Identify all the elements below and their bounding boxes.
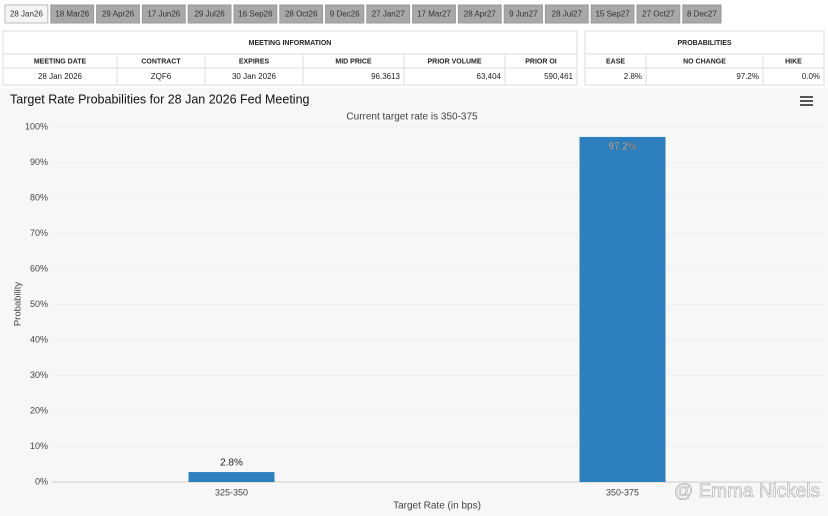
tab[interactable] <box>96 4 140 24</box>
tab[interactable] <box>636 4 681 24</box>
tab[interactable] <box>233 4 278 24</box>
y-tick-label: 70% <box>30 228 48 238</box>
tab[interactable] <box>366 4 411 24</box>
y-tick-label: 0% <box>35 476 48 486</box>
x-tick-label: 350-375 <box>606 487 639 497</box>
y-tick-label: 80% <box>30 192 48 202</box>
tab[interactable] <box>412 4 456 24</box>
tab-label[interactable]: 28 Jan26 <box>10 10 43 19</box>
column-header: CONTRACT <box>141 58 181 65</box>
tab-label[interactable]: 27 Oct27 <box>642 10 675 19</box>
table-title: PROBABILITIES <box>677 40 731 47</box>
y-tick-label: 90% <box>30 157 48 167</box>
table <box>584 30 825 86</box>
table-cell: 28 Jan 2026 <box>38 72 83 81</box>
tab-label[interactable]: 9 Dec26 <box>330 10 360 19</box>
chart-title: Target Rate Probabilities for 28 Jan 202… <box>10 92 310 106</box>
tab-label[interactable]: 28 Oct26 <box>285 10 318 19</box>
table-title: MEETING INFORMATION <box>249 40 332 47</box>
y-tick-label: 40% <box>30 334 48 344</box>
tab-label[interactable]: 15 Sep27 <box>595 10 630 19</box>
menu-line <box>800 104 813 106</box>
y-axis-label: Probability <box>13 282 24 327</box>
column-header: MID PRICE <box>335 58 372 65</box>
chart-subtitle: Current target rate is 350-375 <box>346 112 478 123</box>
tab-label[interactable]: 8 Dec27 <box>687 10 717 19</box>
tab-label[interactable]: 16 Sep26 <box>238 10 273 19</box>
table-cell: 590,461 <box>544 72 573 81</box>
y-tick-label: 20% <box>30 405 48 415</box>
bar <box>188 472 275 482</box>
tab[interactable] <box>682 4 722 24</box>
column-header: PRIOR VOLUME <box>427 58 481 65</box>
bar <box>579 136 666 482</box>
column-header: HIKE <box>785 58 802 65</box>
tab[interactable] <box>50 4 95 24</box>
watermark: @ Emma Nickels <box>674 481 820 502</box>
y-tick-label: 60% <box>30 263 48 273</box>
table-cell: 63,404 <box>477 72 502 81</box>
menu-line <box>800 100 813 102</box>
y-tick-label: 10% <box>30 441 48 451</box>
menu-button[interactable] <box>800 96 813 106</box>
tab-label[interactable]: 17 Mar27 <box>417 10 451 19</box>
tab[interactable] <box>187 4 232 24</box>
data-label: 97.2% <box>608 142 636 153</box>
tab-label[interactable]: 29 Apr26 <box>102 10 135 19</box>
x-tick-label: 325-350 <box>215 487 248 497</box>
y-tick-label: 50% <box>30 299 48 309</box>
column-header: EASE <box>606 58 625 65</box>
table <box>2 30 578 86</box>
data-label: 2.8% <box>220 458 243 469</box>
tab-label[interactable]: 29 Jul26 <box>194 10 225 19</box>
table-cell: 97.2% <box>736 72 759 81</box>
tab[interactable] <box>457 4 502 24</box>
table-cell: 30 Jan 2026 <box>232 72 277 81</box>
tab-label[interactable]: 28 Apr27 <box>464 10 497 19</box>
tab[interactable] <box>141 4 186 24</box>
tab[interactable] <box>544 4 589 24</box>
tab-label[interactable]: 9 Jun27 <box>509 10 538 19</box>
chart-background <box>0 88 828 516</box>
table-cell: 96.3613 <box>371 72 400 81</box>
column-header: EXPIRES <box>239 58 270 65</box>
y-tick-label: 30% <box>30 370 48 380</box>
column-header: NO CHANGE <box>683 58 726 65</box>
y-tick-label: 100% <box>25 121 48 131</box>
table-cell: 2.8% <box>624 72 642 81</box>
tab[interactable] <box>325 4 365 24</box>
tab[interactable] <box>279 4 324 24</box>
tab[interactable] <box>4 4 49 24</box>
tab-label[interactable]: 27 Jan27 <box>372 10 405 19</box>
column-header: MEETING DATE <box>34 58 87 65</box>
tab-label[interactable]: 28 Jul27 <box>552 10 583 19</box>
table-cell: ZQF6 <box>151 72 172 81</box>
x-axis-label: Target Rate (in bps) <box>393 501 481 512</box>
tab[interactable] <box>503 4 543 24</box>
table-cell: 0.0% <box>802 72 820 81</box>
menu-line <box>800 96 813 98</box>
column-header: PRIOR OI <box>525 58 557 65</box>
tab[interactable] <box>590 4 635 24</box>
tab-label[interactable]: 18 Mar26 <box>55 10 89 19</box>
tab-label[interactable]: 17 Jun26 <box>147 10 180 19</box>
